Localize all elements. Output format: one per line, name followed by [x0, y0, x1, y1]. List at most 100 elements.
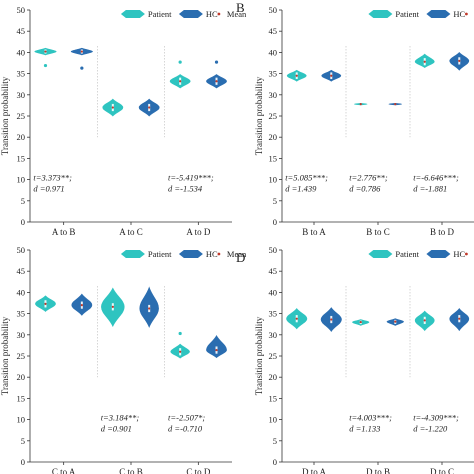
mean-point [423, 60, 426, 63]
y-tick-label: 45 [17, 26, 26, 36]
y-axis-label: Transition probability [254, 316, 264, 395]
y-axis-label: Transition probability [0, 316, 10, 395]
mean-point [215, 80, 218, 83]
mean-point [111, 106, 114, 109]
y-tick-label: 45 [269, 266, 278, 276]
legend-swatch-patient [368, 250, 393, 258]
legend-mean-marker [217, 252, 221, 256]
y-tick-label: 10 [269, 415, 278, 425]
y-tick-label: 30 [269, 90, 278, 100]
y-tick-label: 40 [269, 287, 278, 297]
legend-label: HC [206, 249, 218, 259]
legend-label: Patient [148, 9, 172, 19]
y-tick-label: 35 [269, 69, 278, 79]
annotation-effect-size: d =-1.534 [168, 184, 203, 194]
annotation-effect-size: d =-0.710 [168, 424, 203, 434]
legend-swatch-hc [178, 10, 203, 18]
y-tick-label: 50 [269, 245, 278, 255]
y-axis-label: Transition probability [0, 76, 10, 155]
x-tick-label: C to B [119, 467, 143, 474]
x-tick-label: A to B [52, 227, 76, 237]
x-tick-label: D to B [366, 467, 390, 474]
chart-panel-0: 0 5 10 15 20 25 30 35 40 45 50 Transition probabili… [0, 5, 247, 237]
annotation-t-stat: t=3.184**; [101, 413, 140, 423]
y-tick-label: 50 [17, 245, 26, 255]
y-tick-label: 0 [273, 217, 277, 227]
y-tick-label: 30 [17, 90, 26, 100]
annotation-effect-size: d =0.901 [101, 424, 132, 434]
outlier-point [43, 63, 48, 68]
mean-point [111, 305, 114, 308]
annotation-t-stat: t=-4.309***; [413, 413, 459, 423]
mean-point [359, 103, 362, 106]
annotation-effect-size: d =0.786 [349, 184, 381, 194]
legend-mean-marker [465, 12, 468, 16]
y-tick-label: 25 [17, 111, 26, 121]
y-tick-label: 15 [17, 153, 26, 163]
y-tick-label: 20 [17, 132, 26, 142]
outlier-point [178, 331, 182, 336]
legend-swatch-hc [426, 10, 451, 18]
x-tick-label: B to C [366, 227, 390, 237]
y-tick-label: 20 [269, 132, 278, 142]
y-tick-label: 40 [17, 47, 26, 57]
annotation-t-stat: t=-2.507*; [168, 413, 205, 423]
legend-mean-marker [465, 252, 468, 256]
annotation-t-stat: t=5.085***; [285, 173, 328, 183]
x-tick-label: A to C [119, 227, 143, 237]
outlier-point [214, 60, 219, 64]
y-tick-label: 25 [269, 111, 278, 121]
y-tick-label: 5 [21, 196, 25, 206]
y-tick-label: 25 [269, 351, 278, 361]
y-tick-label: 5 [21, 436, 25, 446]
mean-point [458, 59, 461, 62]
y-tick-label: 40 [17, 287, 26, 297]
legend-mean-marker [217, 12, 221, 16]
y-axis-label: Transition probability [254, 76, 264, 155]
y-tick-label: 20 [17, 372, 26, 382]
y-tick-label: 10 [269, 175, 278, 185]
panel-label: D [236, 250, 245, 265]
legend-swatch-hc [426, 250, 451, 258]
legend-label: Mean [227, 249, 247, 259]
annotation-t-stat: t=3.373**; [33, 173, 72, 183]
mean-point [394, 320, 397, 323]
legend-label: Patient [395, 249, 419, 259]
annotation-t-stat: t=2.776**; [349, 173, 388, 183]
y-tick-label: 15 [17, 393, 26, 403]
y-tick-label: 45 [269, 26, 278, 36]
y-tick-label: 30 [269, 330, 278, 340]
y-tick-label: 10 [17, 175, 26, 185]
mean-point [80, 304, 83, 307]
y-tick-label: 0 [273, 457, 277, 467]
mean-point [80, 50, 83, 53]
mean-point [179, 80, 182, 83]
x-tick-label: B to D [430, 227, 455, 237]
y-tick-label: 45 [17, 266, 26, 276]
y-tick-label: 0 [21, 457, 25, 467]
legend-label: Mean [227, 9, 247, 19]
mean-point [330, 318, 333, 321]
annotation-t-stat: t=-5.419***; [168, 173, 214, 183]
y-tick-label: 5 [273, 436, 277, 446]
x-tick-label: D to A [302, 467, 327, 474]
chart-panel-3: 0 5 10 15 20 25 30 35 40 45 50 Transition probabili… [236, 245, 474, 474]
x-tick-label: C to A [52, 467, 76, 474]
chart-panel-1: 0 5 10 15 20 25 30 35 40 45 50 Transition probabili… [236, 0, 474, 237]
mean-point [423, 319, 426, 322]
y-tick-label: 35 [17, 69, 26, 79]
y-tick-label: 50 [269, 5, 278, 15]
x-tick-label: C to D [186, 467, 211, 474]
y-tick-label: 35 [17, 309, 26, 319]
mean-point [359, 320, 362, 324]
y-tick-label: 0 [21, 217, 25, 227]
mean-point [295, 74, 298, 77]
annotation-effect-size: d =1.439 [285, 184, 317, 194]
annotation-t-stat: t=-6.646***; [413, 173, 459, 183]
y-tick-label: 35 [269, 309, 278, 319]
y-tick-label: 15 [269, 393, 278, 403]
annotation-t-stat: t=4.003***; [349, 413, 392, 423]
mean-point [148, 106, 151, 109]
legend-label: HC [206, 9, 218, 19]
